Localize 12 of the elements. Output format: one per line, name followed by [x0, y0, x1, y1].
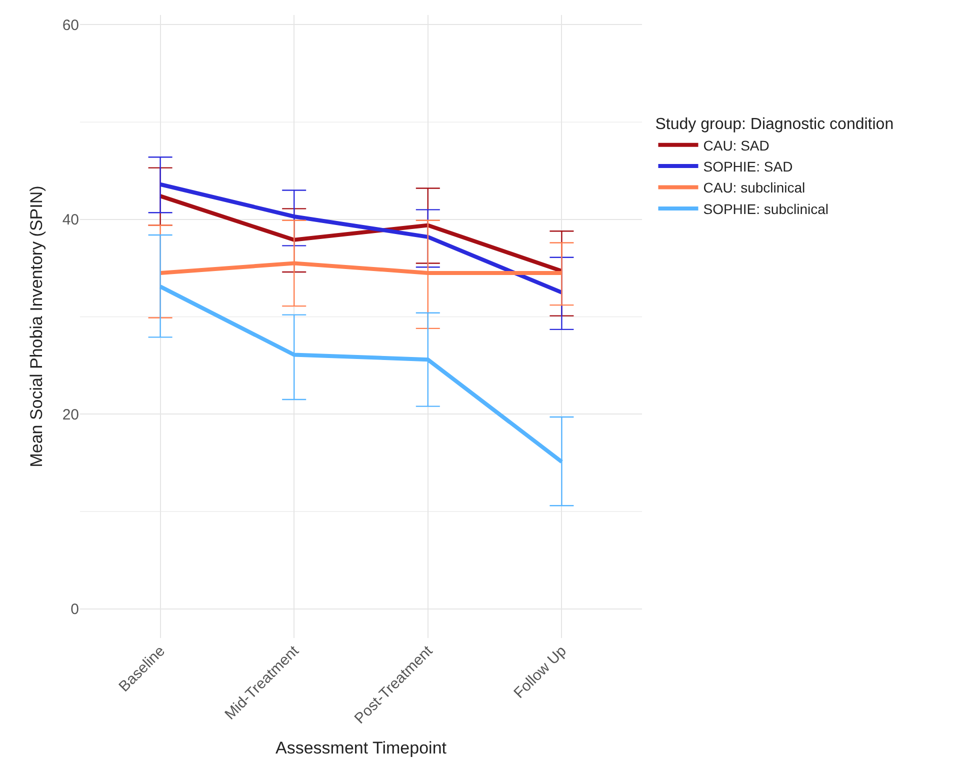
- legend-label: SOPHIE: subclinical: [703, 200, 829, 217]
- y-tick-label: 60: [62, 16, 79, 34]
- y-tick-label: 0: [70, 601, 79, 618]
- y-tick-label: 20: [62, 406, 79, 424]
- y-tick-label: 40: [62, 212, 79, 229]
- legend-title: Study group: Diagnostic condition: [655, 116, 894, 134]
- legend-label: CAU: subclinical: [703, 180, 806, 196]
- x-axis-title: Assessment Timepoint: [275, 738, 447, 758]
- y-axis-title: Mean Social Phobia Inventory (SPIN): [26, 186, 46, 468]
- legend-label: CAU: SAD: [703, 137, 770, 154]
- line-series: [158, 194, 564, 274]
- legend-label: SOPHIE: SAD: [703, 158, 793, 175]
